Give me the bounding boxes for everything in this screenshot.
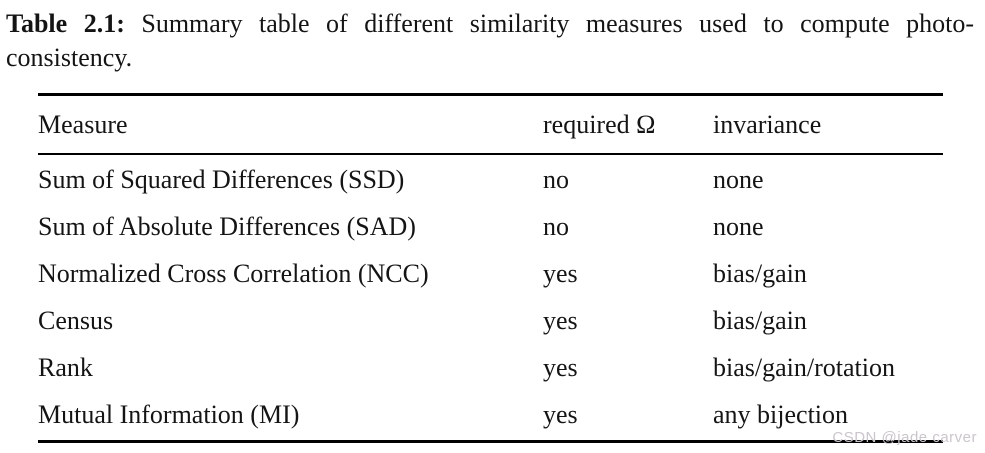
table-body: Sum of Squared Differences (SSD) no none…: [38, 155, 943, 440]
cell-required: yes: [543, 258, 578, 288]
table-bottom-rule: [38, 440, 943, 443]
cell-required: yes: [543, 305, 578, 335]
cell-required: yes: [543, 399, 578, 429]
cell-invariance: none: [713, 164, 764, 194]
cell-required: yes: [543, 352, 578, 382]
cell-required: no: [543, 164, 569, 194]
column-header-invariance: invariance: [713, 109, 822, 139]
table-row: Sum of Absolute Differences (SAD) no non…: [38, 203, 943, 250]
table-row: Census yes bias/gain: [38, 297, 943, 344]
column-header-required: required Ω: [543, 109, 656, 139]
column-header-measure: Measure: [38, 109, 128, 139]
table-row: Mutual Information (MI) yes any bijectio…: [38, 391, 943, 438]
cell-invariance: bias/gain: [713, 258, 807, 288]
table-caption: Table 2.1: Summary table of different si…: [0, 0, 978, 75]
cell-measure: Mutual Information (MI): [38, 399, 300, 429]
table-header-row: Measure required Ω invariance: [38, 96, 943, 153]
cell-measure: Sum of Squared Differences (SSD): [38, 164, 405, 194]
caption-label: Table 2.1:: [6, 9, 125, 38]
table-mid-rule: [38, 153, 943, 155]
cell-invariance: bias/gain: [713, 305, 807, 335]
table-top-rule: [38, 93, 943, 96]
cell-measure: Sum of Absolute Differences (SAD): [38, 211, 416, 241]
caption-text: Summary table of different similarity me…: [6, 9, 975, 72]
watermark: CSDN @jade carver: [832, 429, 977, 446]
cell-required: no: [543, 211, 569, 241]
cell-invariance: bias/gain/rotation: [713, 352, 895, 382]
table-row: Sum of Squared Differences (SSD) no none: [38, 156, 943, 203]
table-row: Rank yes bias/gain/rotation: [38, 344, 943, 391]
cell-measure: Rank: [38, 352, 93, 382]
cell-measure: Census: [38, 305, 114, 335]
cell-measure: Normalized Cross Correlation (NCC): [38, 258, 429, 288]
similarity-measures-table: Measure required Ω invariance Sum of Squ…: [38, 93, 943, 443]
table-row: Normalized Cross Correlation (NCC) yes b…: [38, 250, 943, 297]
cell-invariance: none: [713, 211, 764, 241]
cell-invariance: any bijection: [713, 399, 849, 429]
